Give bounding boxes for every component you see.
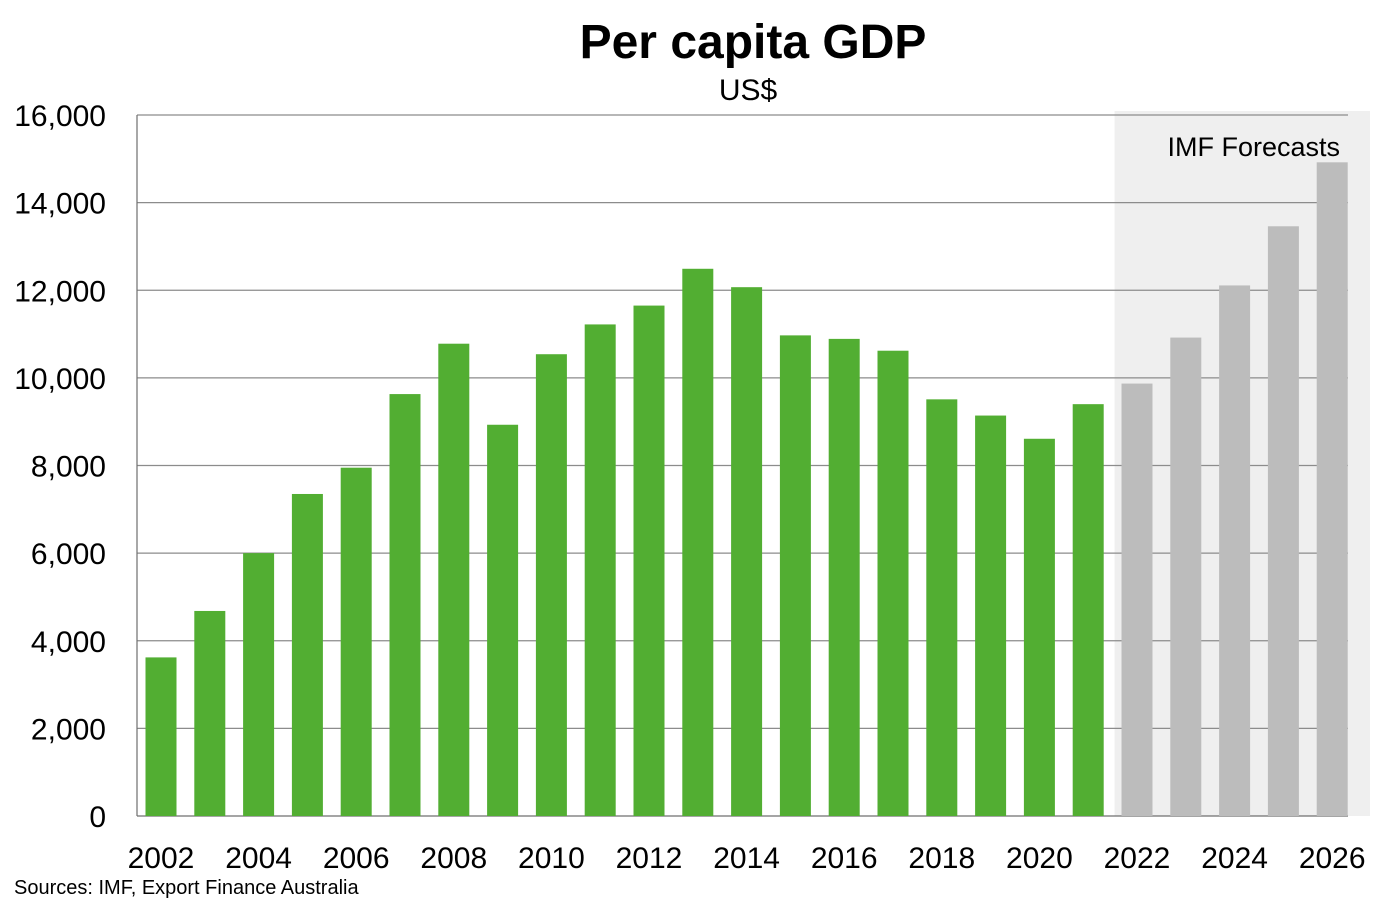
y-tick-label: 10,000: [14, 363, 106, 396]
actual-bar: [1072, 404, 1104, 816]
x-tick-label: 2016: [811, 842, 878, 875]
x-tick-label: 2022: [1104, 842, 1171, 875]
y-tick-label: 8,000: [31, 451, 106, 484]
actual-bar: [535, 354, 567, 816]
actual-bar: [438, 343, 470, 816]
x-tick-label: 2014: [713, 842, 780, 875]
actual-bar: [731, 287, 763, 817]
y-tick-label: 6,000: [31, 538, 106, 571]
chart-title: Per capita GDP: [580, 16, 927, 69]
y-tick-label: 14,000: [14, 188, 106, 221]
actual-bar: [975, 415, 1007, 816]
actual-bar: [584, 324, 616, 816]
actual-bar: [389, 394, 421, 816]
forecast-bar: [1219, 285, 1251, 816]
x-tick-label: 2002: [128, 842, 195, 875]
forecast-bar: [1121, 383, 1153, 816]
x-tick-label: 2004: [225, 842, 292, 875]
actual-bar: [828, 338, 860, 816]
y-tick-label: 0: [89, 801, 106, 834]
y-tick-label: 12,000: [14, 275, 106, 308]
forecast-bar: [1267, 226, 1299, 816]
x-tick-label: 2026: [1299, 842, 1366, 875]
actual-bar: [926, 399, 958, 816]
actual-bar: [340, 467, 372, 816]
x-tick-label: 2012: [616, 842, 683, 875]
actual-bar: [487, 424, 519, 816]
actual-bar: [145, 657, 177, 816]
actual-bar: [194, 610, 226, 816]
x-tick-label: 2018: [908, 842, 975, 875]
y-axis-ticks: 0 2,000 4,000 6,000 8,000 10,000 12,000 14,000 1…: [14, 100, 106, 834]
forecast-bar: [1316, 162, 1348, 816]
actual-bar: [779, 335, 811, 816]
source-note: Sources: IMF, Export Finance Australia: [14, 877, 359, 899]
forecast-bar: [1170, 337, 1202, 816]
actual-bar: [877, 350, 909, 816]
chart-subtitle: US$: [719, 74, 778, 107]
y-tick-label: 2,000: [31, 713, 106, 746]
forecast-annotation: IMF Forecasts: [1167, 132, 1340, 162]
actual-bar: [633, 305, 665, 816]
x-tick-label: 2006: [323, 842, 390, 875]
actual-bar: [1023, 438, 1055, 816]
actual-bar: [682, 268, 714, 816]
x-tick-label: 2024: [1201, 842, 1268, 875]
y-tick-label: 4,000: [31, 626, 106, 659]
actual-bar: [291, 493, 323, 816]
actual-bar: [243, 553, 275, 816]
x-axis-ticks: 2002 2004 2006 2008 2010 2012 2014 2016 2018 2020…: [128, 842, 1366, 875]
x-tick-label: 2010: [518, 842, 585, 875]
y-tick-label: 16,000: [14, 100, 106, 133]
x-tick-label: 2020: [1006, 842, 1073, 875]
x-tick-label: 2008: [420, 842, 487, 875]
bars: [145, 162, 1348, 817]
